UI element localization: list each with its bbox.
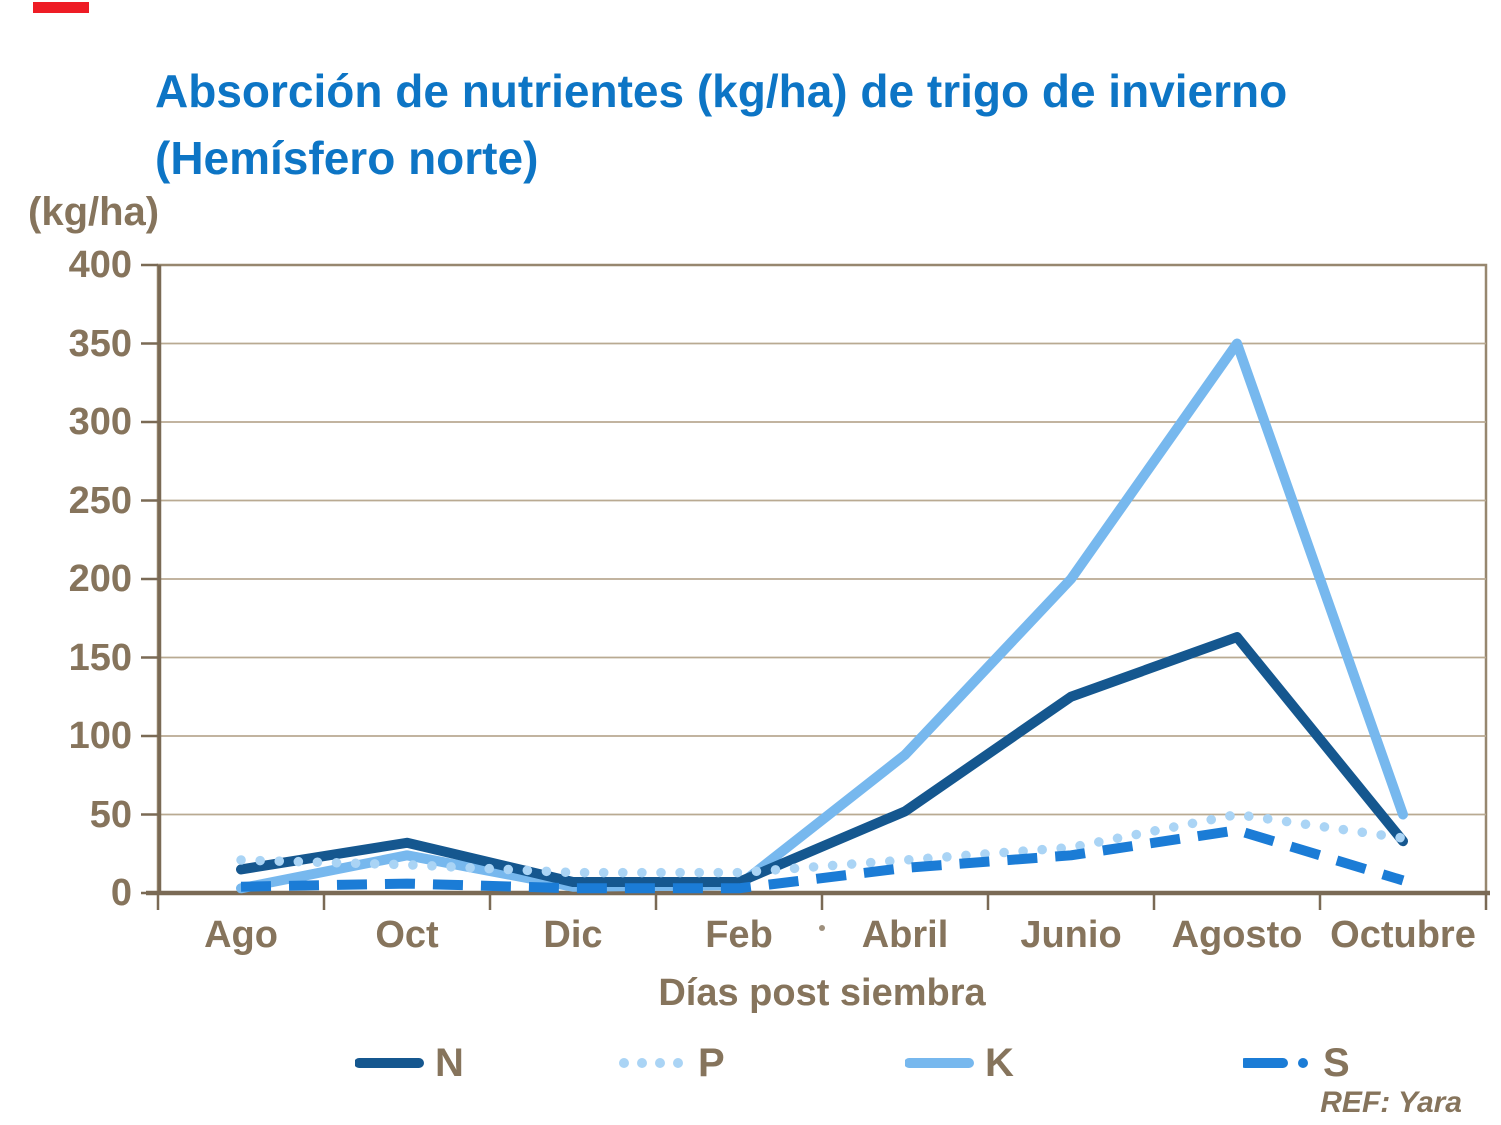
y-axis-unit-label: (kg/ha): [28, 190, 160, 234]
x-tick-label: Feb: [705, 914, 773, 956]
y-tick-label: 250: [68, 479, 132, 522]
series-line-P: [236, 809, 1408, 878]
legend-item-K: K: [905, 1040, 1014, 1086]
x-axis-title: Días post siembra: [658, 972, 986, 1014]
y-tick-label: 350: [68, 322, 132, 365]
y-tick-label: 50: [89, 793, 132, 836]
x-tick-label: Oct: [375, 914, 439, 956]
y-tick-label: 150: [68, 636, 132, 679]
x-tick-label: Junio: [1020, 914, 1122, 956]
legend-label: K: [985, 1040, 1014, 1085]
legend-label: P: [698, 1040, 725, 1085]
x-tick-label: Octubre: [1330, 914, 1476, 956]
y-tick-label: 400: [68, 244, 132, 286]
line-chart-plot-area: [141, 263, 1490, 910]
y-tick-label: 0: [110, 872, 132, 914]
x-tick-label: Dic: [543, 914, 603, 956]
chart-title: Absorción de nutrientes (kg/ha) de trigo…: [155, 58, 1485, 191]
x-tick-label: Agosto: [1171, 914, 1303, 956]
stray-dot: [819, 925, 825, 931]
legend-item-S: S: [1243, 1040, 1350, 1086]
legend-label: N: [435, 1040, 464, 1085]
chart-title-line1: Absorción de nutrientes (kg/ha) de trigo…: [155, 65, 1288, 117]
legend-swatch-solid-icon: [355, 1058, 424, 1068]
legend-swatch-solid-icon: [905, 1058, 974, 1068]
legend-swatch-dashed-icon: [1243, 1058, 1308, 1068]
series-line-K: [236, 338, 1408, 894]
chart-title-line2: (Hemísfero norte): [155, 131, 539, 184]
series-line-N: [236, 632, 1408, 888]
legend-swatch-dotted-icon: [619, 1058, 683, 1068]
y-tick-label: 200: [68, 558, 132, 600]
y-tick-label: 100: [68, 715, 132, 757]
x-tick-label: Abril: [861, 914, 949, 956]
legend-item-P: P: [618, 1040, 725, 1086]
legend-label: S: [1323, 1040, 1350, 1085]
y-tick-label: 300: [68, 401, 132, 443]
series-line-S: [240, 825, 1405, 894]
legend-item-N: N: [355, 1040, 464, 1086]
reference-label: REF: Yara: [1320, 1086, 1462, 1119]
red-marker-box: [33, 2, 89, 13]
x-tick-label: Ago: [204, 914, 278, 956]
